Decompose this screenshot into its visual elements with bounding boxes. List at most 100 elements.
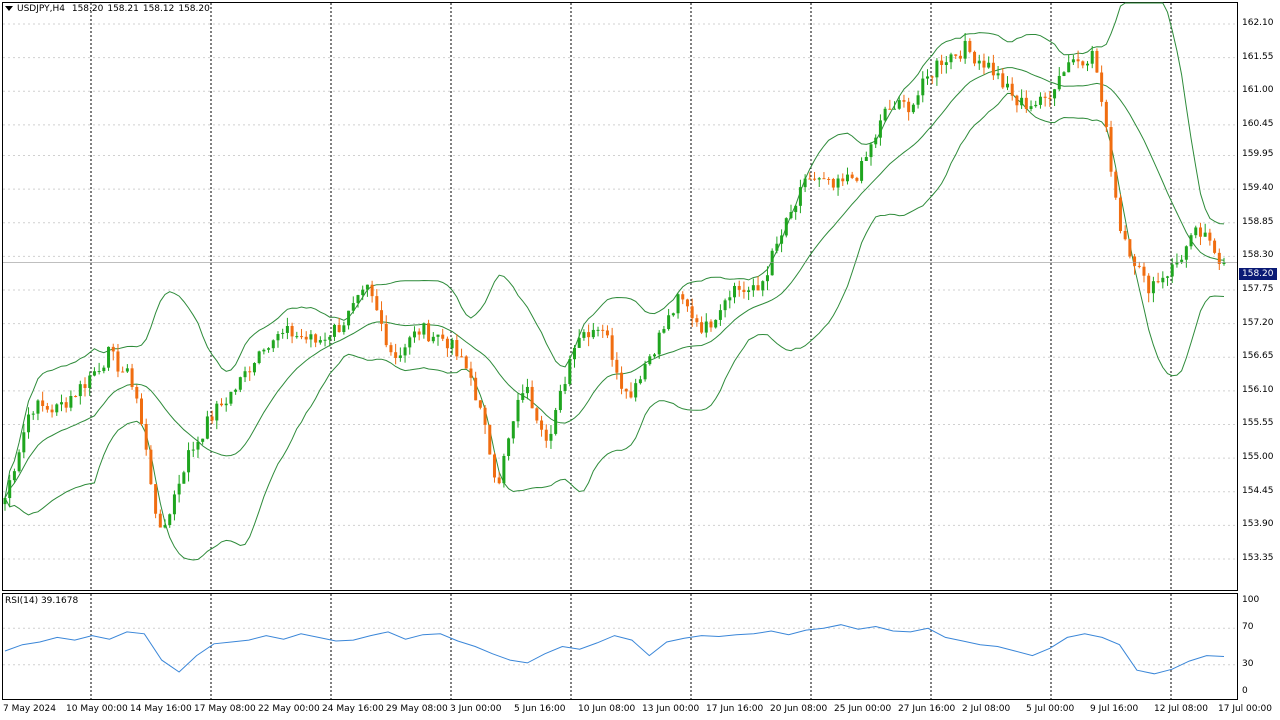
candle-body: [201, 438, 205, 442]
candle-body: [568, 359, 572, 385]
candle-body: [17, 452, 21, 472]
candle-body: [714, 319, 718, 328]
candle-body: [1057, 75, 1061, 90]
price-chart-pane[interactable]: [2, 2, 1238, 591]
collapse-triangle-icon[interactable]: [5, 6, 13, 11]
candle-body: [187, 450, 191, 473]
candle-body: [831, 179, 835, 188]
candle-body: [281, 332, 285, 335]
candle-body: [1203, 232, 1207, 237]
candle-body: [874, 137, 878, 145]
time-tick-label: 13 Jun 00:00: [642, 704, 700, 714]
candle-body: [1020, 97, 1024, 106]
candle-body: [238, 377, 242, 390]
time-tick-label: 22 May 00:00: [258, 704, 320, 714]
candle-body: [1109, 127, 1113, 172]
price-tick-label: 156.10: [1242, 384, 1274, 395]
bollinger-upper-band: [4, 2, 1225, 499]
candle-body: [290, 326, 294, 337]
time-tick-label: 29 May 08:00: [386, 704, 448, 714]
candle-body: [582, 332, 586, 338]
candle-body: [1222, 262, 1226, 264]
candle-body: [492, 454, 496, 478]
candle-body: [483, 407, 487, 425]
candle-body: [963, 40, 967, 59]
candle-body: [544, 429, 548, 441]
candle-body: [229, 391, 233, 404]
candle-body: [1166, 276, 1170, 278]
time-tick-label: 5 Jul 00:00: [1026, 704, 1075, 714]
candle-body: [770, 250, 774, 276]
candle-body: [1114, 171, 1118, 198]
candle-body: [940, 60, 944, 65]
price-tick-label: 157.20: [1242, 317, 1274, 328]
candle-body: [427, 323, 431, 342]
candle-body: [149, 449, 153, 485]
candle-body: [991, 62, 995, 76]
bollinger-lower-band: [4, 92, 1225, 561]
candle-body: [977, 60, 981, 64]
candle-body: [12, 471, 16, 481]
candle-body: [671, 313, 675, 316]
candle-body: [572, 347, 576, 360]
candle-body: [681, 294, 685, 300]
candle-body: [215, 403, 219, 421]
price-tick-label: 153.35: [1242, 553, 1274, 563]
candle-body: [507, 438, 511, 456]
time-tick-label: 10 May 00:00: [66, 704, 128, 714]
candle-body: [704, 321, 708, 333]
candle-body: [271, 340, 275, 349]
candle-body: [8, 480, 12, 499]
bollinger-middle-band: [4, 67, 1225, 499]
candle-body: [587, 332, 591, 338]
candle-body: [154, 484, 158, 514]
candle-body: [111, 346, 115, 352]
price-tick-label: 155.55: [1242, 418, 1274, 429]
candle-body: [1142, 266, 1146, 276]
rsi-tick-label: 70: [1242, 622, 1254, 633]
candle-body: [761, 281, 765, 291]
candle-body: [455, 340, 459, 357]
time-tick-label: 9 Jul 16:00: [1090, 704, 1139, 714]
candle-body: [1081, 61, 1085, 66]
candle-body: [116, 351, 120, 372]
candle-body: [50, 409, 54, 413]
candle-body: [163, 525, 167, 528]
symbol-header: USDJPY,H4 158.20 158.21 158.12 158.20: [5, 4, 214, 14]
candle-body: [540, 420, 544, 430]
candle-body: [27, 414, 31, 433]
candle-body: [417, 331, 421, 335]
candle-body: [69, 396, 73, 408]
candle-body: [860, 160, 864, 181]
candle-body: [318, 340, 322, 343]
candle-body: [394, 352, 398, 358]
candle-body: [380, 310, 384, 324]
candle-body: [332, 324, 336, 337]
rsi-indicator-pane[interactable]: [2, 593, 1238, 700]
candle-body: [31, 413, 35, 415]
candle-body: [1147, 275, 1151, 294]
candle-body: [662, 329, 666, 333]
candle-body: [102, 367, 106, 372]
candle-body: [45, 405, 49, 410]
candle-body: [1104, 101, 1108, 128]
candle-body: [1208, 232, 1212, 241]
candle-body: [403, 347, 407, 356]
candle-body: [1151, 281, 1155, 294]
candle-body: [502, 455, 506, 484]
candle-body: [1010, 83, 1014, 96]
candle-body: [422, 323, 426, 335]
candle-body: [549, 433, 553, 441]
candle-body: [196, 441, 200, 450]
candle-body: [412, 331, 416, 338]
candle-body: [139, 398, 143, 425]
candle-body: [813, 178, 817, 180]
time-tick-label: 17 Jul 00:00: [1218, 704, 1272, 714]
time-tick-label: 10 Jun 08:00: [578, 704, 636, 714]
candle-body: [949, 54, 953, 63]
candle-body: [1180, 259, 1184, 262]
candle-body: [177, 483, 181, 495]
candle-body: [822, 178, 826, 180]
high-value: 158.21: [107, 4, 139, 14]
